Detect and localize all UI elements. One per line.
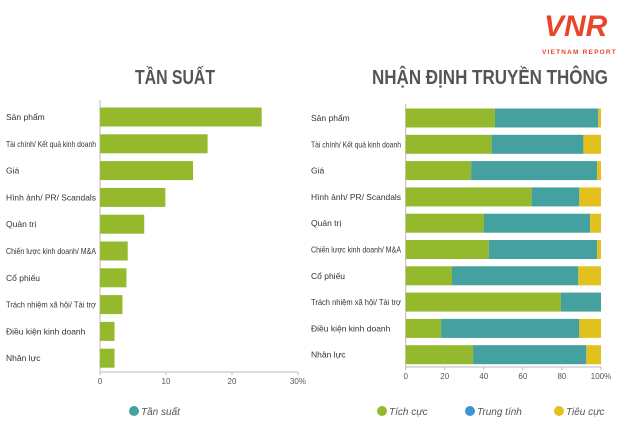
legend-swatch — [465, 406, 475, 416]
bar-tần-suất — [100, 214, 145, 234]
legend-swatch — [129, 406, 139, 416]
category-label: Điều kiện kinh doanh — [311, 323, 391, 333]
category-label: Quản trị — [311, 218, 341, 228]
bar-tiêu-cực — [586, 345, 601, 365]
logo-subtitle: VIETNAM REPORT — [542, 49, 617, 56]
x-tick-label: 100% — [591, 372, 611, 381]
category-label: Hình ảnh/ PR/ Scandals — [311, 192, 401, 202]
category-label: Chiến lược kinh doanh/ M&A — [311, 245, 401, 255]
bar-trung-tính — [471, 161, 598, 181]
logo-mark: VNR — [544, 10, 608, 43]
category-label: Cổ phiếu — [311, 271, 345, 281]
legend-label: Tần suất — [141, 406, 181, 418]
bar-trung-tính — [491, 134, 584, 154]
bar-tiêu-cực — [590, 213, 601, 233]
category-label: Chiến lược kinh doanh/ M&A — [6, 246, 96, 256]
category-label: Tài chính/ Kết quả kinh doanh — [6, 139, 96, 149]
x-tick-label: 40 — [479, 372, 488, 381]
bar-trung-tính — [494, 108, 599, 128]
bar-tần-suất — [100, 134, 208, 154]
bar-tần-suất — [100, 321, 115, 341]
bar-tích-cực — [405, 213, 485, 233]
category-label: Cổ phiếu — [6, 273, 40, 283]
bar-tích-cực — [405, 187, 532, 207]
category-label: Giá — [311, 166, 325, 176]
bar-tần-suất — [100, 295, 123, 315]
left-chart-title: TẦN SUẤT — [135, 66, 215, 89]
bar-tần-suất — [100, 187, 166, 207]
bar-trung-tính — [488, 240, 598, 259]
bar-tích-cực — [405, 108, 495, 128]
bar-tích-cực — [405, 345, 474, 365]
x-tick-label: 60 — [518, 372, 527, 381]
bar-tiêu-cực — [579, 187, 601, 207]
bar-tiêu-cực — [597, 240, 601, 259]
bar-tích-cực — [405, 318, 442, 338]
bar-tiêu-cực — [583, 134, 601, 154]
bar-tiêu-cực — [579, 318, 601, 338]
x-tick-label: 80 — [557, 372, 566, 381]
bar-trung-tính — [531, 187, 580, 207]
category-label: Điều kiện kinh doanh — [6, 326, 86, 336]
bar-tiêu-cực — [598, 108, 601, 128]
bar-tần-suất — [100, 348, 115, 368]
x-tick-label: 20 — [228, 377, 237, 386]
bar-tiêu-cực — [578, 266, 601, 286]
bar-tích-cực — [405, 266, 452, 286]
x-tick-label: 10 — [162, 377, 171, 386]
category-label: Quản trị — [6, 219, 36, 229]
x-tick-label: 20 — [440, 372, 449, 381]
category-label: Hình ảnh/ PR/ Scandals — [6, 192, 96, 202]
bar-tần-suất — [100, 107, 262, 127]
bar-tần-suất — [100, 241, 128, 261]
bar-trung-tính — [451, 266, 579, 286]
category-label: Sản phẩm — [6, 112, 45, 122]
bar-trung-tính — [484, 213, 591, 233]
bar-trung-tính — [560, 292, 601, 312]
x-tick-label: 0 — [403, 372, 408, 381]
category-label: Trách nhiệm xã hội/ Tài trợ — [6, 300, 96, 310]
bar-tích-cực — [405, 292, 561, 312]
legend-swatch — [377, 406, 387, 416]
category-label: Nhân lực — [6, 353, 41, 363]
category-label: Nhân lực — [311, 350, 346, 360]
bar-trung-tính — [473, 345, 587, 365]
legend-label: Tích cực — [389, 407, 428, 418]
bar-tích-cực — [405, 161, 472, 181]
x-tick-label: 0 — [98, 377, 103, 386]
category-label: Trách nhiệm xã hội/ Tài trợ — [311, 297, 401, 307]
bar-trung-tính — [441, 318, 580, 338]
category-label: Tài chính/ Kết quả kinh doanh — [311, 139, 401, 149]
legend-swatch — [554, 406, 564, 416]
bar-tích-cực — [405, 134, 492, 154]
legend-label: Tiêu cực — [566, 407, 604, 418]
x-tick-label: 30% — [290, 377, 306, 386]
legend-label: Trung tính — [477, 407, 522, 418]
bar-tích-cực — [405, 240, 489, 259]
bar-tần-suất — [100, 161, 194, 181]
bar-tần-suất — [100, 268, 127, 288]
vnr-logo: VNR VIETNAM REPORT — [542, 10, 617, 56]
bar-tiêu-cực — [597, 161, 601, 181]
category-label: Sản phẩm — [311, 113, 350, 123]
right-chart-title: NHẬN ĐỊNH TRUYỀN THÔNG — [372, 65, 608, 89]
category-label: Giá — [6, 166, 20, 176]
